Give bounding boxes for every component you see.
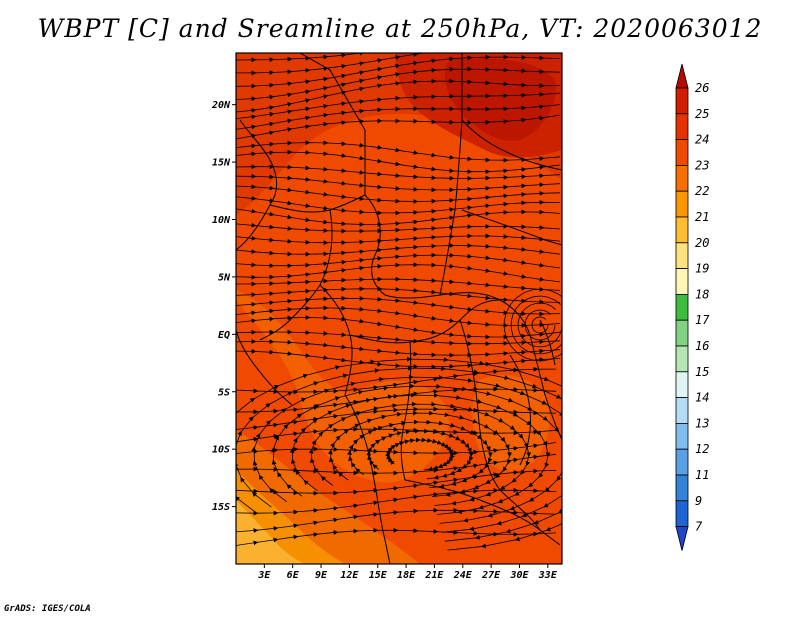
colorbar-segment [675,164,689,192]
colorbar-segment [675,87,689,115]
streamline [236,426,557,443]
map-frame [235,52,563,565]
streamlines [236,53,562,551]
colorbar-label: 16 [695,339,709,353]
colorbar-segment [675,113,689,141]
colorbar-segment [675,422,689,450]
x-tick-label: 24E [453,570,473,581]
streamline [524,309,556,341]
streamline [236,507,557,533]
y-tick-label: EQ [218,330,230,341]
colorbar-segment [675,139,689,166]
streamline [510,295,562,355]
country-borders [236,53,562,564]
colorbar-label: 24 [695,133,709,147]
colorbar-label: 9 [695,494,702,508]
y-tick-label: 10S [212,445,230,456]
streamline [236,262,561,283]
x-tick-label: 33E [538,570,558,581]
x-tick-label: 3E [257,570,271,581]
colorbar-label: 12 [695,442,709,456]
colorbar-segment [675,371,689,398]
colorbar-segment [675,397,689,424]
colorbar-label: 11 [695,468,709,482]
streamline [236,356,562,551]
y-tick-label: 5N [218,272,231,283]
streamline [236,114,561,140]
colorbar-label: 20 [695,236,709,250]
x-tick-label: 21E [424,570,444,581]
colorbar-label: 13 [695,416,709,430]
y-tick-label: 15S [212,502,230,513]
colorbar-label: 22 [695,184,709,198]
colorbar-label: 26 [695,81,709,95]
x-tick-label: 6E [287,570,300,581]
streamline [236,442,557,456]
streamline [236,233,561,246]
colorbar-segment [675,242,689,270]
streamline [517,302,562,348]
y-tick-label: 20N [211,100,231,111]
x-tick-label: 18E [397,570,416,581]
colorbar-top-arrow [675,63,689,89]
colorbar-segment [675,448,689,476]
y-tick-label: 10N [212,215,231,226]
colorbar-segment [675,293,689,321]
chart-title: WBPT [C] and Sreamline at 250hPa, VT: 20… [37,14,763,43]
colorbar-segment [675,474,689,502]
colorbar-segment [675,319,689,347]
colorbar-label: 25 [695,107,709,121]
longitude-axis: 3E 6E 9E 12E 15E 18E 21E 24E 27E 30E 33E [257,564,558,581]
x-tick-label: 9E [315,570,328,581]
colorbar-label: 23 [695,158,709,172]
colorbar-label: 21 [695,210,709,224]
colorbar-label: 14 [695,391,709,405]
colorbar-label: 19 [695,262,709,276]
grads-credit: GrADS: IGES/COLA [4,604,91,614]
y-tick-label: 15N [212,158,231,169]
streamline [236,527,557,546]
colorbar-segment [675,190,689,218]
colorbar-label: 15 [695,365,709,379]
y-tick-label: 5S [218,387,230,398]
x-tick-label: 30E [509,570,529,581]
latitude-axis: 20N 15N 10N 5N EQ 5S 10S 15S [211,100,236,513]
streamline [236,406,557,430]
colorbar-label: 7 [695,520,703,534]
colorbar-segment [675,216,689,244]
x-tick-label: 12E [340,570,359,581]
colorbar-label: 18 [695,287,709,301]
colorbar-label: 17 [695,313,710,327]
colorbar-bottom-arrow [675,526,689,551]
colorbar-segment [675,500,689,527]
colorbar-segment [675,268,689,295]
x-tick-label: 15E [369,570,388,581]
colorbar: 26 25 24 23 22 21 20 19 18 17 16 15 14 13 12 11 9 7 [675,63,710,551]
colorbar-segment [675,345,689,373]
x-tick-label: 27E [481,570,501,581]
streamline [236,222,561,234]
